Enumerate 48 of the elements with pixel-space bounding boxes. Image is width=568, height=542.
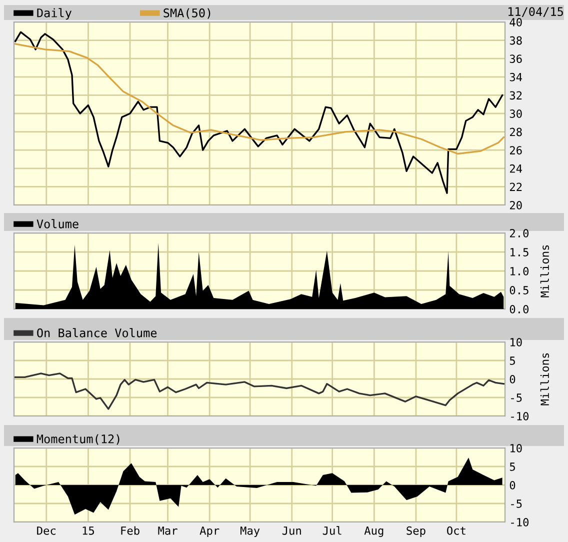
y-tick-label: 0.0 (510, 305, 529, 314)
y-tick-label: 34 (510, 72, 522, 82)
text: 11/04/15 (508, 7, 563, 17)
x-tick-label: 15 (82, 526, 94, 535)
y-tick-label: 20 (510, 201, 522, 210)
x-tick-label: Oct (447, 526, 466, 535)
legend-label: Daily (37, 8, 72, 20)
y-tick-label: 2.0 (510, 229, 529, 238)
x-tick-label: Apr (200, 526, 220, 537)
x-tick-label: Sep (406, 526, 426, 537)
y-tick-label: 24 (510, 164, 522, 173)
legend-label: On Balance Volume (37, 328, 157, 338)
y-tick-label: 1.0 (510, 267, 529, 276)
y-tick-label: -10 (511, 412, 529, 420)
y-tick-label: 30 (510, 110, 522, 118)
y-tick-label: -10 (511, 518, 529, 526)
line-series (14, 372, 504, 410)
x-tick-label: Aug (364, 526, 384, 537)
line-series (14, 31, 504, 194)
x-tick-label: Dec (37, 526, 56, 535)
y-axis-title: Millions (540, 245, 550, 298)
y-tick-label: 22 (510, 182, 522, 191)
y-tick-label: 32 (510, 91, 522, 100)
y-tick-label: 0 (510, 481, 516, 490)
x-tick-label: Jul (322, 526, 342, 535)
x-tick-label: Feb (121, 526, 140, 535)
legend-label: Momentum(12) (36, 434, 120, 445)
y-tick-label: 40 (510, 18, 522, 26)
legend-label: SMA(50) (164, 8, 210, 19)
y-tick-label: 28 (510, 128, 522, 136)
x-tick-label: May (240, 526, 260, 537)
y-axis-title: Millions (540, 353, 550, 406)
x-tick-label: Jun (282, 526, 301, 535)
y-tick-label: 5 (510, 462, 515, 471)
x-tick-label: Mar (158, 526, 178, 535)
y-tick-label: 38 (510, 36, 522, 45)
y-tick-label: 1.5 (510, 248, 528, 256)
y-tick-label: 10 (510, 444, 522, 452)
y-tick-label: 5 (510, 356, 515, 365)
y-tick-label: 0 (510, 375, 516, 384)
y-tick-label: 26 (510, 146, 522, 155)
y-tick-label: 0.5 (510, 286, 528, 294)
line-series (14, 43, 504, 155)
legend-label: Volume (36, 219, 78, 228)
y-tick-label: 36 (510, 54, 522, 64)
y-tick-label: -5 (511, 500, 522, 508)
y-tick-label: -5 (511, 394, 522, 402)
y-tick-label: 10 (510, 338, 522, 346)
